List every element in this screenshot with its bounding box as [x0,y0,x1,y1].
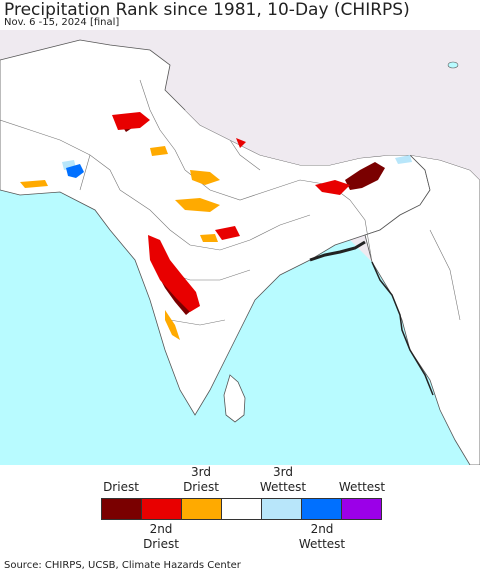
ocean [0,190,470,465]
legend-label-3rd-driest: 3rd Driest [183,465,219,494]
outside-north [185,80,480,180]
legend: Driest 3rd Driest 3rd Wettest Wettest 2n… [0,465,480,558]
map-subtitle: Nov. 6 -15, 2024 [final] [4,17,120,28]
legend-swatch-2nd-driest [142,499,182,519]
legend-swatch-2nd-wettest [302,499,342,519]
land-sri-lanka [223,374,246,423]
legend-swatch-3rd-wettest [262,499,302,519]
legend-label-3rd-wettest: 3rd Wettest [259,465,307,494]
rank-patches [20,61,459,340]
legend-label-wettest: Wettest [338,480,386,494]
land-southeast-asia [364,154,480,465]
map-title: Precipitation Rank since 1981, 10-Day (C… [4,0,410,20]
legend-swatch-wettest [342,499,381,519]
legend-swatch-normal [222,499,262,519]
coastline-myanmar [371,261,434,396]
precipitation-rank-map [0,30,480,465]
legend-label-driest: Driest [103,480,139,494]
legend-swatch-3rd-driest [182,499,222,519]
legend-label-2nd-driest: 2nd Driest [143,522,179,551]
legend-swatch-driest [102,499,142,519]
legend-label-2nd-wettest: 2nd Wettest [298,522,346,551]
legend-color-bar [101,498,382,520]
source-credit: Source: CHIRPS, UCSB, Climate Hazards Ce… [4,560,241,571]
coastline-bangladesh [309,240,366,262]
